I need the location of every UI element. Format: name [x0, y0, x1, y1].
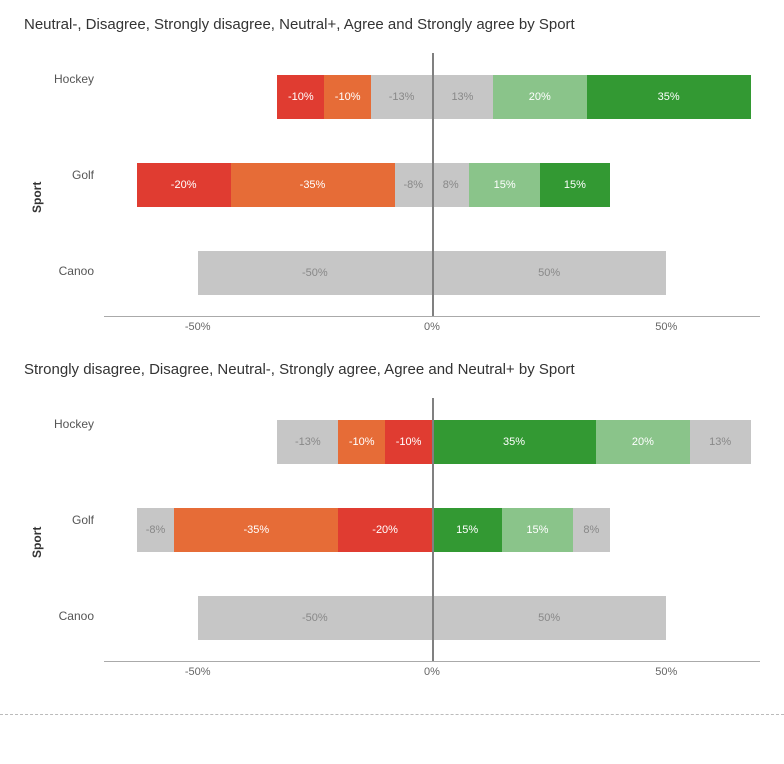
bar-segment: 15%: [502, 508, 572, 552]
category-label: Canoo: [44, 594, 94, 682]
bar-segment: -13%: [371, 75, 432, 119]
bar-segment: -10%: [385, 420, 432, 464]
bar-segment: 50%: [432, 596, 666, 640]
chart-body: SportHockeyGolfCanoo-10%-10%-13%13%20%35…: [24, 53, 760, 341]
chart-body: SportHockeyGolfCanoo-13%-10%-10%35%20%13…: [24, 398, 760, 686]
bar-segment: 20%: [596, 420, 690, 464]
bar-segment: -35%: [174, 508, 338, 552]
zero-line: [432, 398, 434, 661]
chart-container: Neutral-, Disagree, Strongly disagree, N…: [0, 0, 784, 715]
category-label: Hockey: [44, 57, 94, 145]
y-axis-labels: Hockey Golf Canoo: [44, 398, 104, 686]
bar-segment: -35%: [231, 163, 395, 207]
x-axis: -50% 0% 50%: [104, 662, 760, 686]
bar-segment: -20%: [137, 163, 231, 207]
category-label: Hockey: [44, 402, 94, 490]
chart-title: Neutral-, Disagree, Strongly disagree, N…: [24, 16, 760, 33]
zero-line: [432, 53, 434, 316]
bar-segment: 13%: [432, 75, 493, 119]
bar-segment: 15%: [540, 163, 610, 207]
x-tick: 0%: [424, 321, 440, 333]
bar-segment: 13%: [690, 420, 751, 464]
bar-segment: 20%: [493, 75, 587, 119]
y-axis-title: Sport: [24, 53, 44, 341]
bar-segment: -8%: [137, 508, 174, 552]
x-tick: -50%: [185, 666, 211, 678]
bar-segment: -50%: [198, 251, 432, 295]
bar-segment: -10%: [324, 75, 371, 119]
bar-segment: 35%: [432, 420, 596, 464]
bar-segment: 35%: [587, 75, 751, 119]
bar-segment: -20%: [338, 508, 432, 552]
bar-segment: 50%: [432, 251, 666, 295]
bar-segment: 15%: [432, 508, 502, 552]
bar-segment: -50%: [198, 596, 432, 640]
y-axis-labels: Hockey Golf Canoo: [44, 53, 104, 341]
y-axis-title: Sport: [24, 398, 44, 686]
x-tick: 50%: [655, 321, 677, 333]
bar-segment: -8%: [395, 163, 432, 207]
x-axis: -50% 0% 50%: [104, 317, 760, 341]
category-label: Golf: [44, 498, 94, 586]
bar-segment: 8%: [432, 163, 469, 207]
plot: -13%-10%-10%35%20%13%-8%-35%-20%15%15%8%…: [104, 398, 760, 662]
category-label: Golf: [44, 153, 94, 241]
bar-segment: 8%: [573, 508, 610, 552]
diverging-bar-chart: Neutral-, Disagree, Strongly disagree, N…: [24, 16, 760, 341]
plot: -10%-10%-13%13%20%35%-20%-35%-8%8%15%15%…: [104, 53, 760, 317]
bar-segment: -10%: [338, 420, 385, 464]
x-tick: -50%: [185, 321, 211, 333]
bar-segment: 15%: [469, 163, 539, 207]
bar-segment: -13%: [277, 420, 338, 464]
x-tick: 0%: [424, 666, 440, 678]
plot-area: -13%-10%-10%35%20%13%-8%-35%-20%15%15%8%…: [104, 398, 760, 686]
category-label: Canoo: [44, 249, 94, 337]
plot-area: -10%-10%-13%13%20%35%-20%-35%-8%8%15%15%…: [104, 53, 760, 341]
bar-segment: -10%: [277, 75, 324, 119]
chart-title: Strongly disagree, Disagree, Neutral-, S…: [24, 361, 760, 378]
diverging-bar-chart: Strongly disagree, Disagree, Neutral-, S…: [24, 361, 760, 686]
x-tick: 50%: [655, 666, 677, 678]
